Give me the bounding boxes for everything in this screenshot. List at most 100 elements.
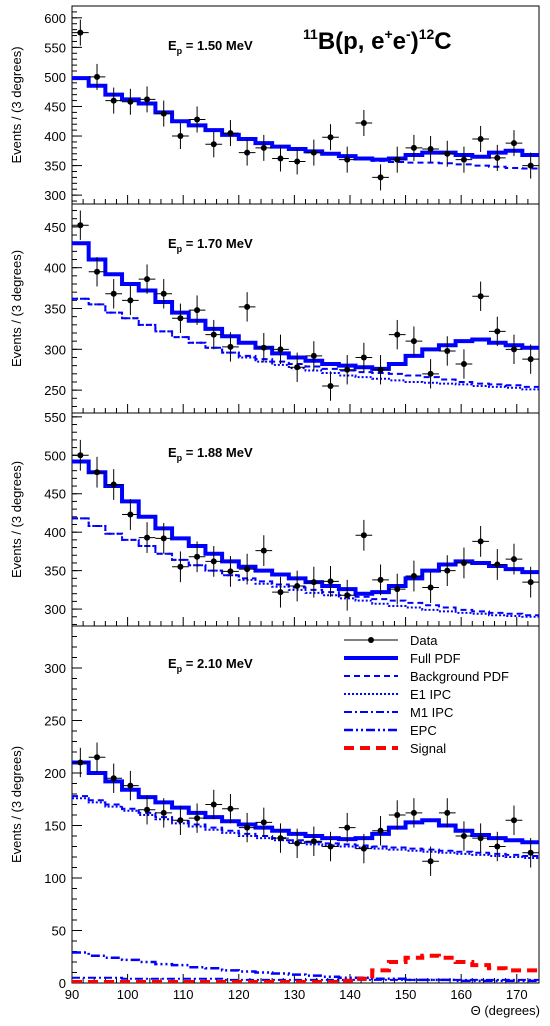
data-point — [360, 532, 367, 539]
y-tick-label: 300 — [44, 602, 66, 617]
data-point — [427, 370, 434, 377]
energy-sub: p — [177, 453, 183, 463]
data-point — [160, 290, 167, 297]
panel-frame — [71, 412, 540, 627]
data-point — [360, 845, 367, 852]
data-point — [327, 578, 334, 585]
series-background-pdf — [72, 297, 539, 388]
data-point — [260, 547, 267, 554]
y-axis-label: Events / (3 degrees) — [9, 461, 24, 578]
y-tick-label: 450 — [44, 487, 66, 502]
y-axis-label: Events / (3 degrees) — [9, 250, 24, 367]
series-full-pdf — [72, 76, 539, 162]
data-point — [194, 815, 201, 822]
title-sup-plus: + — [384, 26, 392, 42]
data-point — [294, 583, 301, 590]
data-point — [144, 96, 151, 103]
title-sup-12: 12 — [419, 26, 435, 42]
energy-value: = 1.88 MeV — [182, 445, 253, 460]
y-tick-label: 500 — [44, 70, 66, 85]
data-point — [144, 806, 151, 813]
data-point — [277, 589, 284, 596]
x-tick-label: 120 — [228, 987, 250, 1002]
energy-label: Ep = 1.50 MeV — [168, 38, 253, 56]
data-point — [394, 156, 401, 163]
data-point — [127, 297, 134, 304]
data-point — [144, 276, 151, 283]
data-point — [410, 573, 417, 580]
panel-3: 300 350 400 450 500 550 Events / (3 degrees) Ep… — [9, 410, 540, 627]
data-points — [72, 439, 539, 611]
x-tick-label: 100 — [117, 987, 139, 1002]
data-point — [410, 338, 417, 345]
data-points — [72, 210, 539, 401]
data-point — [110, 481, 117, 488]
data-point — [260, 144, 267, 151]
energy-e: E — [168, 38, 177, 53]
legend-entry-full-pdf: Full PDF — [344, 651, 461, 666]
data-point — [527, 162, 534, 169]
energy-label: Ep = 2.10 MeV — [168, 656, 253, 674]
title-b: B(p, e — [318, 28, 385, 55]
legend-entry-signal: Signal — [344, 741, 446, 756]
data-point — [94, 469, 101, 476]
y-tick-label: 100 — [44, 871, 66, 886]
data-point — [377, 366, 384, 373]
data-point — [110, 775, 117, 782]
data-point — [110, 97, 117, 104]
y-tick-label: 250 — [44, 714, 66, 729]
data-point — [344, 592, 351, 599]
legend-marker — [368, 637, 374, 643]
data-point — [494, 328, 501, 335]
data-point — [227, 805, 234, 812]
data-point — [444, 567, 451, 574]
energy-e: E — [168, 236, 177, 251]
data-point — [210, 558, 217, 565]
legend-label: Background PDF — [410, 669, 509, 684]
data-point — [94, 754, 101, 761]
legend-label: Signal — [410, 741, 446, 756]
data-point — [344, 366, 351, 373]
legend-entry-data: Data — [344, 633, 438, 648]
data-point — [460, 833, 467, 839]
data-point — [94, 268, 101, 275]
data-point — [277, 155, 284, 162]
y-tick-label: 200 — [44, 766, 66, 781]
data-point — [94, 73, 101, 80]
y-tick-label: 350 — [44, 564, 66, 579]
energy-label: Ep = 1.70 MeV — [168, 236, 253, 254]
legend: Data Full PDF Background PDF E1 IPC M1 IPC EP… — [344, 633, 509, 756]
energy-sub: p — [177, 244, 183, 254]
data-point — [494, 154, 501, 161]
y-tick-label: 50 — [52, 924, 66, 939]
data-point — [460, 361, 467, 368]
title-e: e — [393, 28, 406, 55]
data-point — [444, 809, 451, 816]
data-point — [394, 812, 401, 818]
data-point — [394, 331, 401, 338]
data-point — [527, 849, 534, 856]
panel-2: 250 300 350 400 450 Events / (3 degrees) Ep = … — [9, 203, 540, 414]
y-tick-label: 500 — [44, 448, 66, 463]
data-point — [310, 149, 317, 156]
series-e1-ipc — [72, 517, 539, 618]
data-point — [244, 566, 251, 573]
data-point — [260, 819, 267, 826]
data-point — [327, 134, 334, 141]
data-point — [460, 156, 467, 163]
data-point — [194, 116, 201, 123]
data-point — [427, 858, 434, 865]
data-point — [494, 843, 501, 850]
panel-1: 300 350 400 450 500 550 600 Events / (3 degrees… — [9, 5, 540, 205]
legend-entry-e1-ipc: E1 IPC — [344, 687, 451, 702]
x-tick-labels: 90 100 110 120 130 140 150 160 170 — [65, 987, 528, 1002]
series-epc — [72, 951, 539, 983]
y-tick-label: 300 — [44, 342, 66, 357]
data-point — [227, 343, 234, 350]
y-tick-label: 350 — [44, 302, 66, 317]
data-point — [477, 135, 484, 142]
data-point — [344, 156, 351, 163]
energy-value: = 1.50 MeV — [182, 38, 253, 53]
data-point — [194, 553, 201, 560]
